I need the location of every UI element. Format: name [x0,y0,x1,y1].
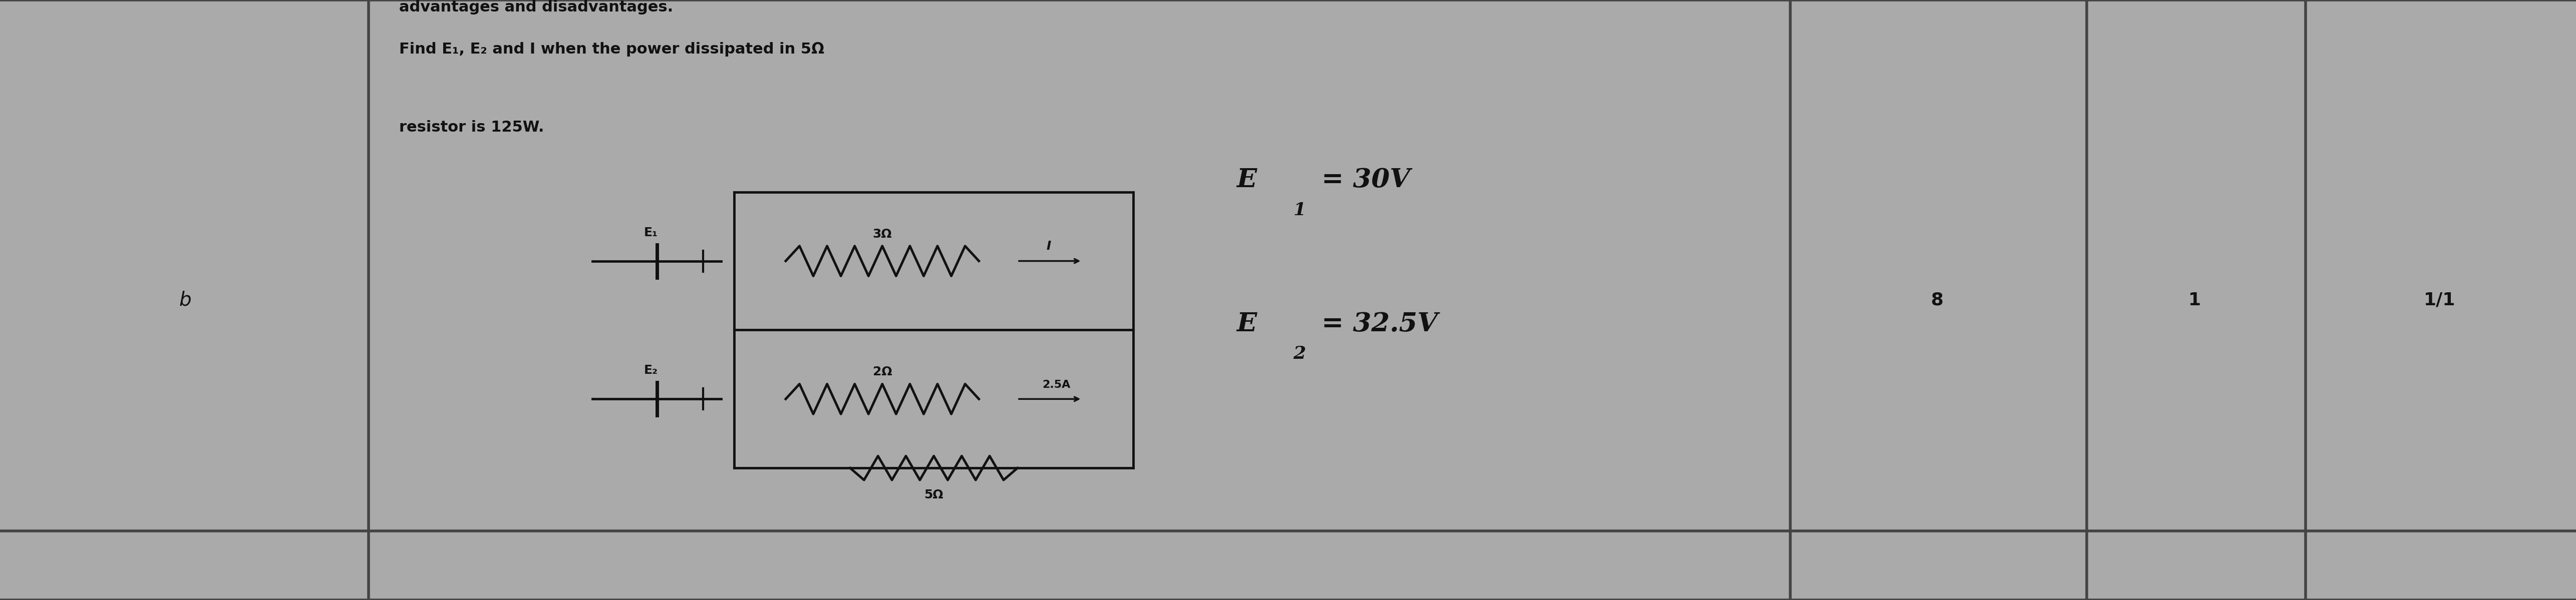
Text: b: b [180,290,191,310]
Text: 5Ω: 5Ω [925,489,943,501]
Text: 1/1: 1/1 [2424,292,2455,308]
Text: 1: 1 [1293,202,1306,218]
Text: 2Ω: 2Ω [873,366,891,378]
Text: resistor is 125W.: resistor is 125W. [399,120,544,134]
Text: Find E₁, E₂ and I when the power dissipated in 5Ω: Find E₁, E₂ and I when the power dissipa… [399,42,824,56]
Text: E: E [1236,167,1257,193]
Text: 3Ω: 3Ω [873,228,891,240]
Text: advantages and disadvantages.: advantages and disadvantages. [399,0,672,14]
Text: E: E [1236,311,1257,337]
Text: = 32.5V: = 32.5V [1321,311,1437,337]
Text: 1: 1 [2190,292,2200,308]
Text: I: I [1046,240,1051,252]
Text: E₂: E₂ [644,364,657,377]
Text: 2.5A: 2.5A [1043,380,1069,390]
Text: E₁: E₁ [644,226,657,239]
Text: 8: 8 [1932,292,1942,308]
Text: 2: 2 [1293,346,1306,362]
Text: = 30V: = 30V [1321,167,1409,193]
